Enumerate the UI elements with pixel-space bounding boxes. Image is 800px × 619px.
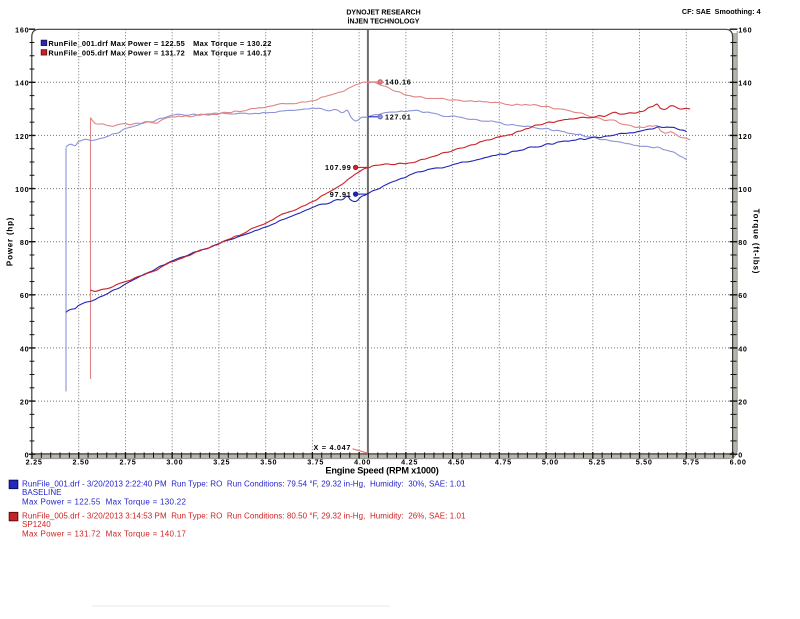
- svg-text:20: 20: [738, 398, 748, 407]
- svg-text:2.75: 2.75: [120, 458, 137, 467]
- svg-text:2.25: 2.25: [26, 458, 43, 467]
- svg-text:80: 80: [20, 238, 30, 247]
- svg-text:DYNOJET RESEARCH: DYNOJET RESEARCH: [346, 10, 420, 17]
- svg-text:120: 120: [738, 132, 752, 141]
- svg-text:RunFile_001.drf Max Power = 12: RunFile_001.drf Max Power = 122.55: [48, 39, 185, 48]
- svg-text:20: 20: [20, 398, 30, 407]
- svg-text:140.16: 140.16: [385, 78, 411, 87]
- svg-text:5.25: 5.25: [589, 458, 606, 467]
- svg-text:120: 120: [15, 132, 29, 141]
- svg-text:RunFile_005.drf Max Power = 13: RunFile_005.drf Max Power = 131.72: [48, 48, 185, 57]
- svg-text:97.91: 97.91: [330, 190, 352, 199]
- svg-text:40: 40: [20, 344, 30, 353]
- svg-text:5.75: 5.75: [683, 458, 700, 467]
- svg-text:100: 100: [738, 185, 752, 194]
- svg-text:Engine Speed (RPM x1000): Engine Speed (RPM x1000): [325, 466, 438, 476]
- svg-text:5.00: 5.00: [542, 458, 559, 467]
- svg-text:3.75: 3.75: [307, 458, 324, 467]
- svg-text:X = 4.047: X = 4.047: [313, 443, 351, 452]
- svg-text:60: 60: [738, 291, 748, 300]
- svg-text:127.01: 127.01: [385, 113, 411, 122]
- svg-text:Torque (ft-lbs): Torque (ft-lbs): [752, 209, 761, 275]
- svg-text:4.50: 4.50: [448, 458, 465, 467]
- svg-text:CF: SAE Smoothing: 4: CF: SAE Smoothing: 4: [682, 7, 761, 16]
- svg-text:80: 80: [738, 238, 748, 247]
- svg-text:Max Power = 131.72 Max Torque: Max Power = 131.72 Max Torque = 140.17: [22, 529, 186, 538]
- svg-text:SP1240: SP1240: [22, 520, 51, 529]
- svg-text:60: 60: [20, 291, 30, 300]
- svg-text:Max Torque = 140.17: Max Torque = 140.17: [193, 48, 272, 57]
- svg-text:160: 160: [15, 26, 29, 35]
- svg-text:0: 0: [25, 451, 30, 460]
- svg-text:4.00: 4.00: [354, 458, 371, 467]
- svg-text:Power (hp): Power (hp): [5, 217, 14, 266]
- svg-text:İNJEN TECHNOLOGY: İNJEN TECHNOLOGY: [348, 18, 420, 26]
- svg-text:6.00: 6.00: [730, 458, 747, 467]
- svg-text:3.25: 3.25: [213, 458, 230, 467]
- svg-text:40: 40: [738, 344, 748, 353]
- svg-text:2.50: 2.50: [73, 458, 90, 467]
- svg-text:0: 0: [738, 451, 743, 460]
- svg-text:Max Power = 122.55 Max Torque: Max Power = 122.55 Max Torque = 130.22: [22, 498, 186, 507]
- svg-text:Max Torque = 130.22: Max Torque = 130.22: [193, 39, 272, 48]
- svg-text:RunFile_001.drf - 3/20/2013 2:: RunFile_001.drf - 3/20/2013 2:22:40 PM R…: [22, 479, 466, 488]
- svg-text:140: 140: [15, 79, 29, 88]
- svg-text:107.99: 107.99: [325, 163, 351, 172]
- svg-text:3.00: 3.00: [166, 458, 183, 467]
- svg-text:140: 140: [738, 79, 752, 88]
- svg-text:RunFile_005.drf - 3/20/2013 3:: RunFile_005.drf - 3/20/2013 3:14:53 PM R…: [22, 511, 466, 520]
- svg-text:3.50: 3.50: [260, 458, 277, 467]
- svg-text:4.75: 4.75: [495, 458, 512, 467]
- svg-text:160: 160: [738, 26, 752, 35]
- svg-text:4.25: 4.25: [401, 458, 418, 467]
- svg-text:5.50: 5.50: [636, 458, 653, 467]
- svg-text:BASELINE: BASELINE: [22, 488, 62, 497]
- svg-text:100: 100: [15, 185, 29, 194]
